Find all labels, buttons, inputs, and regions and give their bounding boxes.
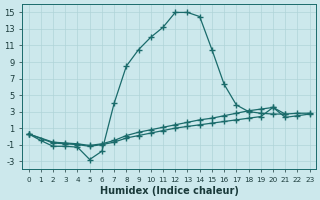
X-axis label: Humidex (Indice chaleur): Humidex (Indice chaleur): [100, 186, 239, 196]
